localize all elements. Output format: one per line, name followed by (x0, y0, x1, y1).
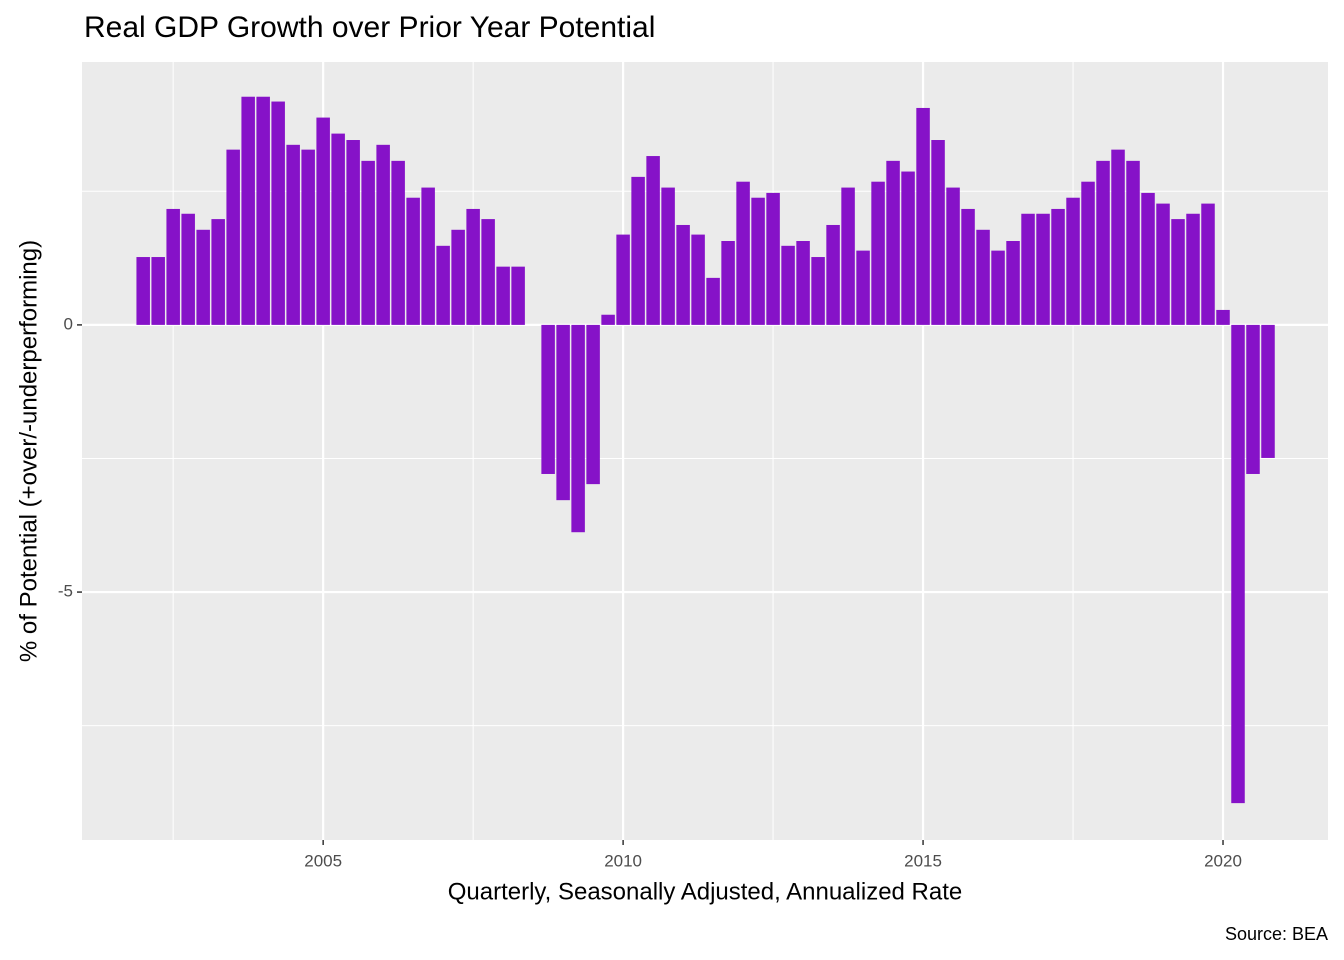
bar (1201, 203, 1215, 325)
bar (691, 234, 705, 325)
bar (1066, 197, 1080, 325)
bar (886, 160, 900, 325)
bar (391, 160, 405, 325)
bar (1126, 160, 1140, 325)
bar (421, 187, 435, 325)
bar (601, 314, 615, 325)
bar (871, 181, 885, 325)
bar (916, 107, 930, 325)
bar (676, 224, 690, 325)
bar (181, 213, 195, 325)
bar (1141, 192, 1155, 325)
bar (166, 208, 180, 325)
x-axis-label: Quarterly, Seasonally Adjusted, Annualiz… (448, 878, 963, 905)
bar (616, 234, 630, 325)
bar (316, 117, 330, 325)
bar (451, 229, 465, 325)
bar (271, 101, 285, 325)
bar (961, 208, 975, 325)
bar (661, 187, 675, 325)
y-tick-label: 0 (64, 314, 73, 333)
bar (541, 324, 555, 474)
bar (466, 208, 480, 325)
x-tick-label: 2005 (304, 851, 342, 870)
bar (346, 140, 360, 325)
bar (1246, 324, 1260, 474)
bar (151, 257, 165, 325)
bar (931, 140, 945, 325)
bar (1021, 213, 1035, 325)
x-tick-label: 2020 (1204, 851, 1242, 870)
bar (856, 250, 870, 325)
bar (721, 241, 735, 325)
bar (1186, 213, 1200, 325)
x-tick-label: 2015 (904, 851, 942, 870)
bar (211, 219, 225, 325)
bar (301, 149, 315, 325)
bar (751, 197, 765, 325)
bar (826, 224, 840, 325)
bar (436, 245, 450, 325)
bar (1081, 181, 1095, 325)
bar (241, 96, 255, 325)
bar (796, 241, 810, 325)
bar (901, 171, 915, 325)
bar (226, 149, 240, 325)
bar (1111, 149, 1125, 325)
bar (646, 156, 660, 325)
bar (946, 187, 960, 325)
bar (1231, 324, 1245, 804)
bar (1261, 324, 1275, 458)
bar (586, 324, 600, 485)
bar (991, 250, 1005, 325)
bar (556, 324, 570, 501)
bar (976, 229, 990, 325)
bar (571, 324, 585, 533)
bar (1006, 241, 1020, 325)
bar (1216, 309, 1230, 325)
caption: Source: BEA (1225, 924, 1328, 944)
bar (196, 229, 210, 325)
bar (736, 181, 750, 325)
bars (136, 96, 1275, 804)
bar (1051, 208, 1065, 325)
bar (376, 144, 390, 325)
chart-title: Real GDP Growth over Prior Year Potentia… (84, 11, 655, 44)
y-tick-label: -5 (58, 582, 73, 601)
bar (361, 160, 375, 325)
bar (406, 197, 420, 325)
bar (331, 133, 345, 325)
bar (1171, 219, 1185, 325)
bar (766, 192, 780, 325)
bar (781, 245, 795, 325)
bar (706, 277, 720, 325)
y-axis-label: % of Potential (+over/-underperforming) (15, 240, 42, 662)
bar (1096, 160, 1110, 325)
x-tick-label: 2010 (604, 851, 642, 870)
bar (631, 176, 645, 325)
bar (256, 96, 270, 325)
bar (1156, 203, 1170, 325)
bar (136, 257, 150, 325)
bar (811, 257, 825, 325)
bar (1036, 213, 1050, 325)
bar (286, 144, 300, 325)
bar (481, 219, 495, 325)
bar (841, 187, 855, 325)
bar (496, 266, 510, 325)
bar (511, 266, 525, 325)
